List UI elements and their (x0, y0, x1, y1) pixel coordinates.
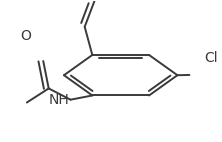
Text: NH: NH (48, 93, 69, 107)
Text: O: O (20, 29, 31, 43)
Text: Cl: Cl (205, 51, 218, 65)
